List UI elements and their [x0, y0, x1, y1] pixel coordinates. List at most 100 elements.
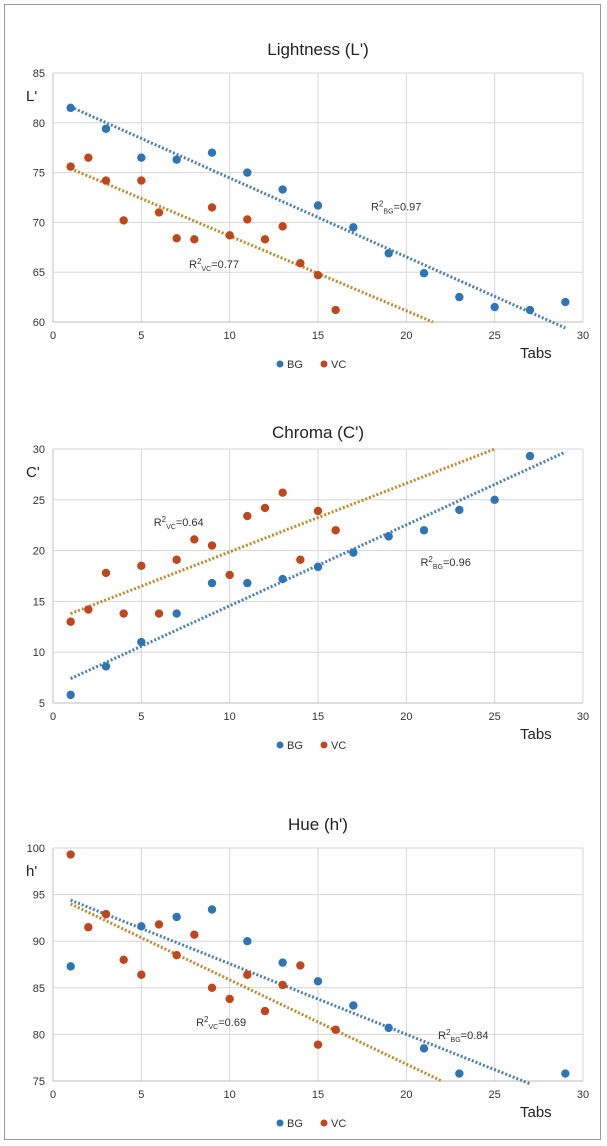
y-tick-label: 30: [33, 444, 45, 456]
x-tick-label: 0: [50, 711, 56, 723]
chart-title: Chroma (C'): [272, 423, 364, 442]
point-bg: [243, 168, 252, 177]
point-vc: [296, 259, 305, 268]
point-vc: [154, 609, 164, 618]
point-bg: [66, 962, 75, 971]
r2-annotation-bg: R2BG=0.97: [371, 199, 421, 215]
point-bg: [207, 905, 217, 914]
point-vc: [172, 950, 181, 960]
point-vc: [137, 561, 146, 571]
figure-frame: [4, 4, 601, 1140]
y-tick-label: 80: [33, 118, 45, 130]
y-tick-label: 90: [33, 936, 45, 948]
y-axis-label: L': [26, 88, 37, 105]
y-tick-label: 85: [33, 68, 45, 80]
point-vc: [119, 955, 128, 965]
x-tick-label: 30: [577, 330, 589, 342]
y-tick-label: 100: [27, 843, 45, 855]
point-vc: [243, 511, 252, 521]
point-bg: [137, 153, 146, 162]
point-vc: [66, 162, 75, 171]
point-bg: [243, 578, 252, 588]
point-bg: [172, 912, 181, 922]
x-tick-label: 10: [224, 1089, 236, 1101]
point-vc: [154, 920, 164, 929]
point-vc: [260, 503, 270, 513]
point-vc: [296, 555, 305, 564]
x-axis-label: Tabs: [520, 726, 552, 743]
point-vc: [243, 215, 252, 224]
point-vc: [278, 488, 287, 497]
x-tick-label: 5: [138, 1089, 144, 1101]
point-vc: [225, 994, 234, 1004]
legend-label-bg: BG: [287, 740, 303, 752]
point-vc: [190, 235, 199, 244]
point-vc: [313, 270, 323, 280]
point-bg: [101, 124, 111, 133]
point-bg: [419, 526, 429, 535]
point-vc: [119, 216, 128, 225]
y-axis-label: h': [26, 863, 37, 880]
point-bg: [419, 1044, 429, 1053]
point-bg: [525, 451, 535, 461]
legend-label-bg: BG: [287, 359, 303, 371]
point-vc: [225, 570, 234, 580]
r2-annotation-bg: R2BG=0.96: [420, 555, 470, 571]
point-bg: [137, 637, 146, 647]
legend-marker-vc: [320, 360, 328, 368]
y-tick-label: 25: [33, 495, 45, 507]
point-bg: [207, 578, 217, 588]
x-tick-label: 5: [138, 711, 144, 723]
y-tick-label: 65: [33, 267, 45, 279]
point-bg: [172, 155, 181, 164]
legend-marker-bg: [276, 1119, 284, 1127]
point-bg: [278, 574, 287, 584]
x-tick-label: 20: [400, 1089, 412, 1101]
chart-3: Hue (h') 0 5 10 15 20 25 30 75 80 85 90 95 100 h' Tabs R…: [26, 815, 589, 1130]
legend-marker-vc: [320, 741, 328, 749]
trendline-vc: [70, 902, 443, 1083]
point-vc: [172, 234, 181, 243]
y-tick-label: 80: [33, 1029, 45, 1041]
y-tick-label: 15: [33, 596, 45, 608]
trendline-vc: [70, 447, 496, 615]
point-vc: [137, 176, 146, 185]
point-vc: [207, 203, 217, 212]
chart-title: Lightness (L'): [267, 40, 369, 59]
point-bg: [278, 185, 287, 194]
point-bg: [490, 495, 499, 504]
point-bg: [384, 532, 393, 541]
legend-marker-bg: [276, 741, 284, 749]
x-tick-label: 25: [489, 330, 501, 342]
point-vc: [101, 568, 111, 578]
y-tick-label: 95: [33, 890, 45, 902]
point-bg: [561, 297, 570, 307]
point-bg: [349, 1001, 358, 1010]
point-bg: [243, 937, 252, 946]
point-vc: [66, 850, 75, 859]
y-tick-label: 70: [33, 217, 45, 229]
point-vc: [331, 526, 340, 535]
point-bg: [313, 201, 323, 210]
trendline-vc: [70, 167, 434, 324]
chart-title: Hue (h'): [288, 815, 348, 834]
y-tick-label: 60: [33, 317, 45, 329]
y-tick-label: 85: [33, 983, 45, 995]
y-tick-label: 10: [33, 647, 45, 659]
point-bg: [455, 505, 464, 515]
point-vc: [84, 605, 93, 614]
x-tick-label: 15: [312, 1089, 324, 1101]
point-bg: [490, 302, 499, 312]
point-vc: [154, 208, 164, 217]
legend-marker-vc: [320, 1119, 328, 1127]
y-axis-label: C': [26, 464, 40, 481]
x-tick-label: 10: [224, 330, 236, 342]
point-bg: [172, 609, 181, 618]
x-tick-label: 15: [312, 330, 324, 342]
point-bg: [313, 562, 323, 572]
point-vc: [84, 153, 93, 162]
point-vc: [172, 555, 181, 564]
legend-label-vc: VC: [331, 740, 346, 752]
x-tick-label: 30: [577, 1089, 589, 1101]
